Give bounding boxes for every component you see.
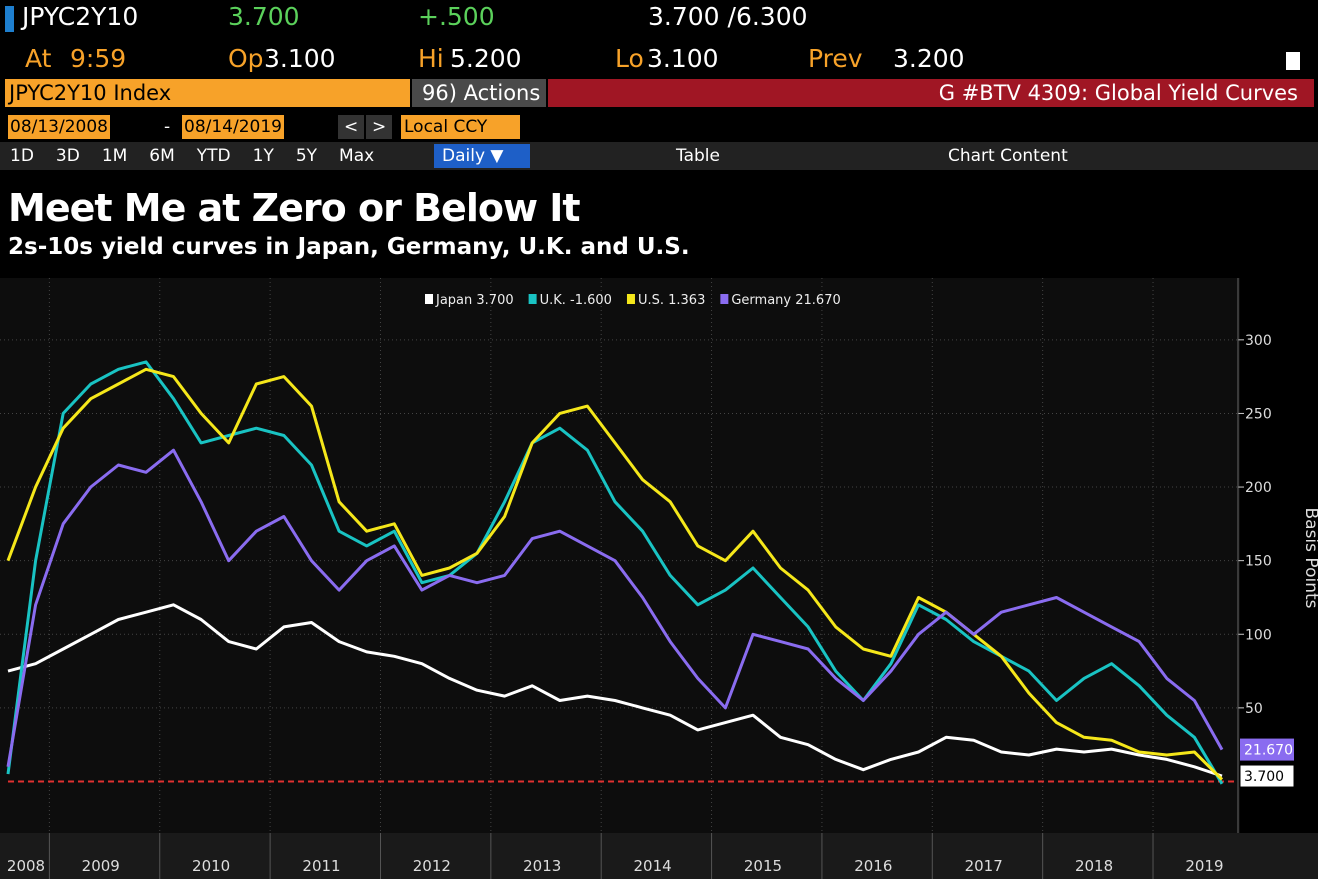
- frequency[interactable]: Daily ▼: [434, 144, 530, 168]
- y-tick-label: 250: [1245, 406, 1272, 422]
- legend-label: Germany 21.670: [731, 293, 840, 308]
- chart: Basis Points 50 100 150 200 250 300 2008 2009 20…: [0, 278, 1318, 879]
- open-label: Op: [228, 44, 264, 73]
- period-button[interactable]: Max: [339, 146, 375, 166]
- period-button[interactable]: 3D: [55, 146, 80, 166]
- period-button[interactable]: YTD: [196, 146, 231, 166]
- plot-area: [0, 278, 1240, 833]
- security-bar[interactable]: JPYC2Y10 Index: [5, 79, 410, 107]
- x-tick-label: 2017: [965, 857, 1003, 875]
- bid-ask: 3.700 /6.300: [648, 2, 808, 31]
- time-label: At: [25, 44, 52, 73]
- prev-label: Prev: [808, 44, 863, 73]
- legend-swatch: [425, 294, 433, 304]
- currency[interactable]: Local CCY: [401, 115, 520, 139]
- period-button[interactable]: 1M: [101, 146, 128, 166]
- legend-label: U.S. 1.363: [638, 293, 705, 308]
- y-axis-label: Basis Points: [1301, 508, 1318, 609]
- x-tick-label: 2015: [744, 857, 782, 875]
- x-tick-label: 2010: [192, 857, 230, 875]
- page-bar: G #BTV 4309: Global Yield Curves: [548, 79, 1314, 107]
- x-tick-label: 2014: [633, 857, 671, 875]
- low: 3.100: [647, 44, 719, 73]
- value-tag-box: [1239, 764, 1295, 788]
- period-button[interactable]: 6M: [149, 146, 175, 166]
- toolbar: [0, 142, 1318, 170]
- series-line: [6, 367, 1224, 781]
- prev-button[interactable]: <: [338, 115, 365, 139]
- prev: 3.200: [893, 44, 965, 73]
- end-date[interactable]: 08/14/2019: [182, 115, 284, 139]
- legend-swatch: [528, 294, 537, 304]
- x-tick-label: 2018: [1075, 857, 1113, 875]
- ticker-marker: [5, 6, 14, 32]
- actions-button[interactable]: 96) Actions ▾: [412, 79, 546, 133]
- y-tick-label: 50: [1245, 701, 1263, 717]
- period-button[interactable]: 5Y: [295, 146, 318, 166]
- series-line: [7, 603, 1223, 778]
- chart-content[interactable]: Chart Content: [948, 146, 1068, 166]
- x-tick-label: 2012: [413, 857, 451, 875]
- legend-label: Japan 3.700: [435, 293, 514, 308]
- x-tick-label: 2019: [1185, 857, 1223, 875]
- table-button[interactable]: Table: [676, 146, 720, 166]
- high-label: Hi: [418, 44, 444, 73]
- ticker: JPYC2Y10: [22, 2, 139, 31]
- periods: 1D 3D 1M 6M YTD 1Y 5Y Max: [10, 144, 396, 168]
- x-tick-label: 2013: [523, 857, 561, 875]
- x-axis-band: [0, 833, 1318, 879]
- y-tick-label: 100: [1245, 627, 1272, 643]
- series-line: [6, 448, 1224, 768]
- period-button[interactable]: 1Y: [252, 146, 274, 166]
- start-date[interactable]: 08/13/2008: [8, 115, 110, 139]
- x-tick-label: 2008: [7, 857, 45, 875]
- date-dash: -: [164, 117, 171, 137]
- export-icon[interactable]: [1286, 52, 1300, 70]
- value-tag: 3.700: [1244, 769, 1284, 785]
- legend-swatch: [720, 294, 729, 304]
- chart-title: Meet Me at Zero or Below It: [8, 186, 581, 230]
- change: +.500: [418, 2, 495, 31]
- value-tag-box: [1240, 738, 1294, 761]
- next-button[interactable]: >: [366, 115, 393, 139]
- period-button[interactable]: 1D: [10, 146, 34, 166]
- low-label: Lo: [615, 44, 644, 73]
- y-tick-label: 150: [1245, 554, 1272, 570]
- time: 9:59: [70, 44, 127, 73]
- legend-label: U.K. -1.600: [540, 293, 612, 308]
- last: 3.700: [228, 2, 300, 31]
- value-tag: 21.670: [1244, 743, 1293, 759]
- y-tick-label: 200: [1245, 480, 1272, 496]
- legend-swatch: [626, 294, 635, 304]
- high: 5.200: [450, 44, 522, 73]
- chart-subtitle: 2s-10s yield curves in Japan, Germany, U…: [8, 234, 690, 260]
- open: 3.100: [264, 44, 336, 73]
- x-tick-label: 2011: [302, 857, 340, 875]
- y-tick-label: 300: [1245, 333, 1272, 349]
- x-tick-label: 2009: [82, 857, 120, 875]
- x-tick-label: 2016: [854, 857, 892, 875]
- series-line: [6, 360, 1224, 785]
